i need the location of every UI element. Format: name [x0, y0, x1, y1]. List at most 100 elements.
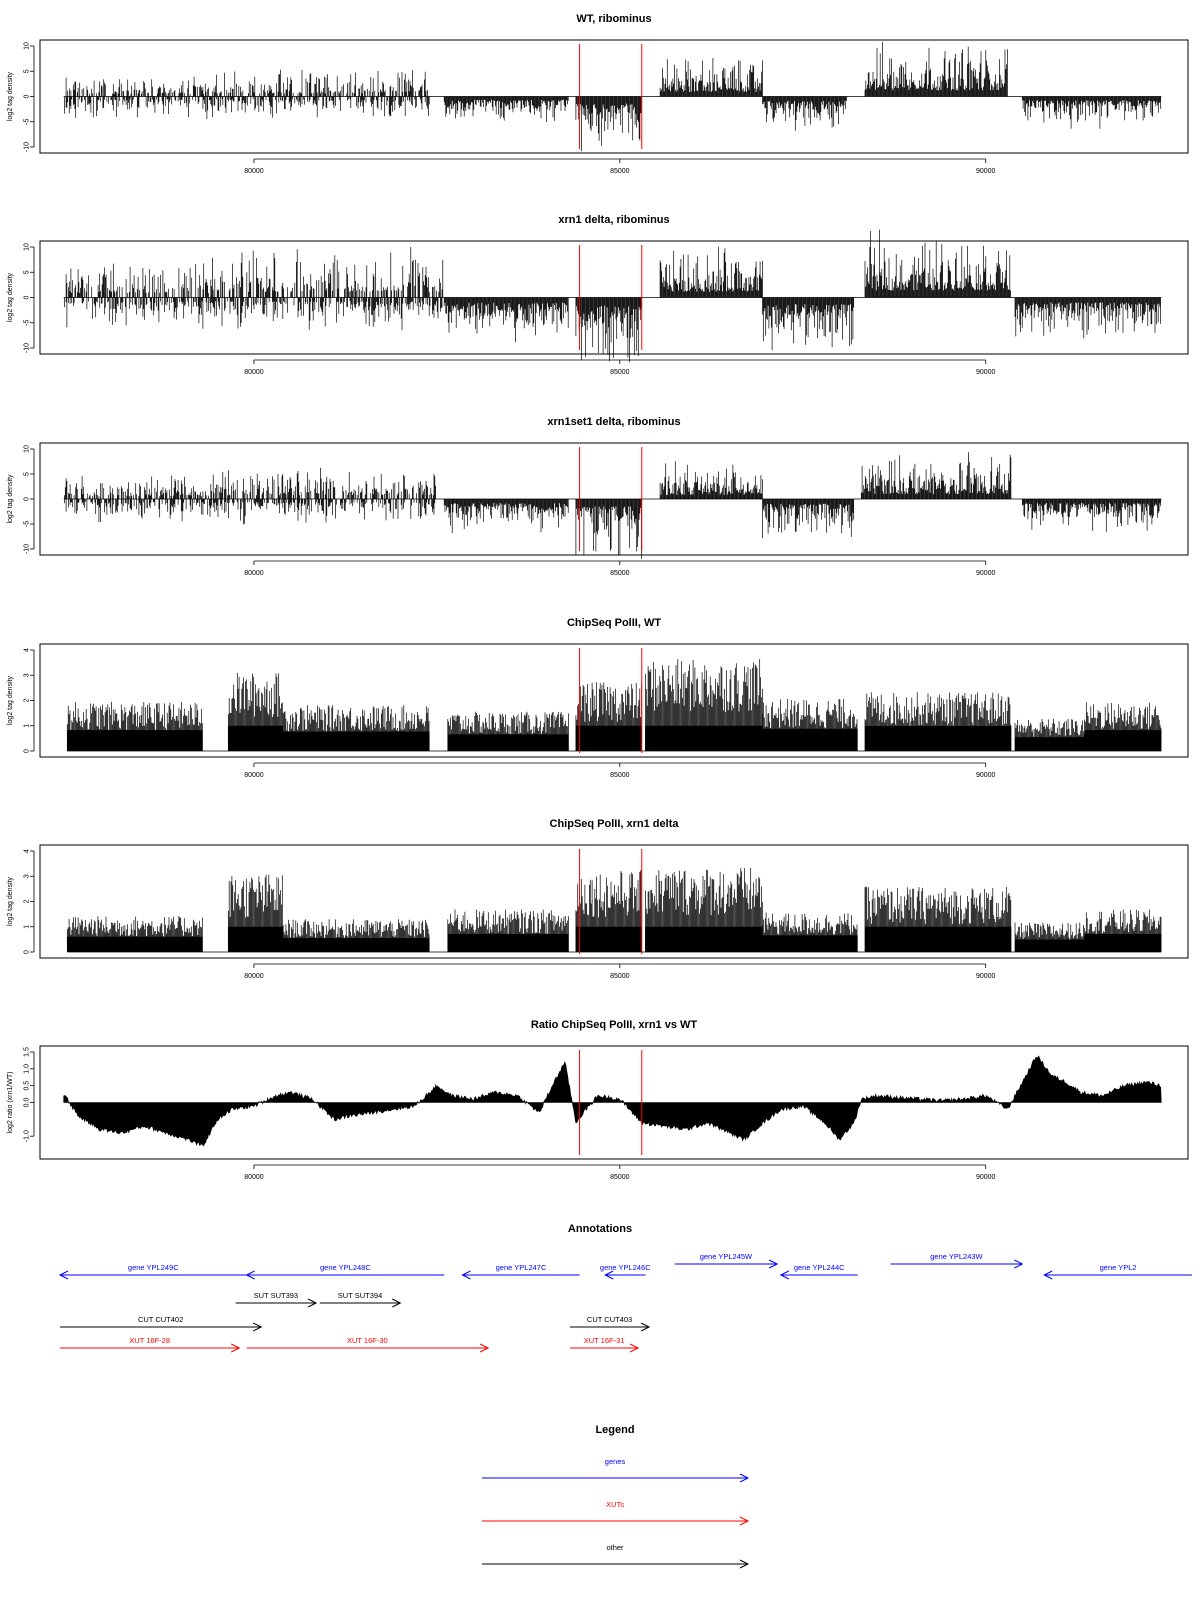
signal-segment	[443, 297, 569, 343]
annotation-feature: gene YPL245W	[674, 1252, 779, 1269]
chart-panel-6: Ratio ChipSeq PolII, xrn1 vs WT -1.0 0.0 0.…	[7, 1019, 1189, 1181]
signal-segment	[762, 699, 858, 751]
y-tick-label: 10	[24, 445, 31, 453]
signal-segment	[645, 867, 763, 952]
feature-arrowhead	[231, 1343, 241, 1353]
y-tick-label: 4	[24, 648, 31, 652]
feature-arrowhead	[245, 1270, 255, 1280]
feature-label: XUT 16F-31	[584, 1336, 625, 1345]
annotations-panel: Annotations gene YPL249C gene YPL248C gene …	[58, 1223, 1192, 1353]
x-tick-label: 80000	[244, 168, 264, 175]
feature-arrowhead	[779, 1270, 790, 1280]
feature-label: XUT 16F-30	[347, 1336, 388, 1345]
feature-label: CUT CUT403	[587, 1315, 632, 1324]
x-tick-label: 80000	[244, 369, 264, 376]
feature-label: gene YPL249C	[128, 1263, 179, 1272]
x-tick-label: 85000	[610, 168, 630, 175]
y-tick-label: 4	[24, 849, 31, 853]
y-axis-label: log2 tag density	[7, 474, 14, 524]
y-tick-label: 1.0	[24, 1064, 31, 1074]
signal-segment	[282, 919, 430, 952]
x-tick-label: 90000	[976, 772, 996, 779]
plot-frame	[39, 1045, 1189, 1160]
annotation-feature: gene YPL249C	[58, 1263, 247, 1280]
feature-arrowhead	[604, 1270, 614, 1280]
x-tick-label: 80000	[244, 772, 264, 779]
y-axis-label: log2 tag density	[7, 675, 14, 725]
chart-panel-1: WT, ribominus -10 -5 0 5 10 log2 tag density 80…	[7, 13, 1189, 175]
annotation-feature: CUT CUT403	[570, 1315, 651, 1332]
signal-segment	[1084, 909, 1162, 952]
signal-segment	[1014, 922, 1085, 952]
signal-segment	[864, 229, 1011, 298]
feature-label: gene YPL248C	[320, 1263, 371, 1272]
plot-frame	[39, 240, 1189, 355]
x-tick-label: 90000	[976, 570, 996, 577]
signal-segment	[64, 263, 209, 329]
y-axis-label: log2 ratio (xrn1/WT)	[7, 1072, 14, 1134]
plot-frame	[39, 442, 1189, 556]
plot-frame	[39, 39, 1189, 154]
signal-segment	[762, 912, 858, 952]
plot-frame	[39, 643, 1189, 758]
y-tick-label: 0	[24, 295, 31, 299]
x-tick-label: 90000	[976, 168, 996, 175]
legend-arrowhead	[739, 1473, 750, 1483]
chart-panel-2: xrn1 delta, ribominus -10 -5 0 5 10 log2 tag d…	[7, 214, 1189, 376]
feature-arrowhead	[479, 1343, 490, 1353]
annotation-feature: XUT 16F-30	[246, 1336, 490, 1353]
chart-panel-3: xrn1set1 delta, ribominus -10 -5 0 5 10 log2 t…	[7, 416, 1189, 577]
feature-arrowhead	[640, 1322, 651, 1332]
signal-segment	[447, 909, 569, 952]
x-tick-label: 90000	[976, 1174, 996, 1181]
annotation-feature: gene YPL246C	[600, 1263, 651, 1280]
feature-arrowhead	[392, 1298, 402, 1308]
x-tick-label: 85000	[610, 772, 630, 779]
legend-item: genes	[482, 1457, 750, 1483]
feature-arrowhead	[629, 1343, 640, 1353]
annotation-feature: gene YPL2	[1043, 1263, 1192, 1280]
annotation-feature: XUT 16F-28	[60, 1336, 241, 1353]
annotation-feature: gene YPL247C	[461, 1263, 580, 1280]
signal-segment	[659, 461, 763, 499]
signal-segment	[1021, 499, 1162, 532]
feature-arrowhead	[1043, 1270, 1053, 1280]
data-marks	[63, 41, 1162, 152]
annotation-feature: SUT SUT394	[319, 1291, 402, 1308]
signal-segment	[659, 58, 763, 97]
signal-segment	[66, 701, 203, 751]
panel-title: xrn1set1 delta, ribominus	[547, 416, 680, 428]
signal-segment	[762, 499, 855, 539]
signal-segment	[864, 886, 1012, 952]
signal-segment	[575, 96, 642, 152]
legend-label: XUTs	[606, 1500, 624, 1509]
y-tick-label: 3	[24, 874, 31, 878]
y-tick-label: 1	[24, 724, 31, 728]
y-tick-label: -10	[24, 343, 31, 353]
y-tick-label: 10	[24, 42, 31, 50]
data-marks	[66, 867, 1162, 953]
y-tick-label: -10	[24, 142, 31, 152]
legend-arrowhead	[739, 1559, 750, 1569]
signal-segment	[1084, 702, 1162, 751]
legend-item: XUTs	[482, 1500, 750, 1526]
y-tick-label: 10	[24, 243, 31, 251]
panel-title: xrn1 delta, ribominus	[558, 214, 669, 226]
x-tick-label: 85000	[610, 1174, 630, 1181]
annotation-feature: gene YPL243W	[890, 1252, 1024, 1269]
annotation-feature: XUT 16F-31	[570, 1336, 640, 1353]
feature-arrowhead	[307, 1298, 318, 1308]
y-tick-label: 5	[24, 69, 31, 73]
panel-title: Ratio ChipSeq PolII, xrn1 vs WT	[531, 1019, 698, 1031]
signal-segment	[860, 452, 1012, 499]
data-marks	[66, 659, 1162, 752]
legend-item: other	[482, 1543, 750, 1569]
signal-segment	[64, 76, 210, 120]
y-tick-label: 2	[24, 698, 31, 702]
chart-panel-5: ChipSeq PolII, xrn1 delta 0 1 2 3 4 log2 tag d…	[7, 818, 1189, 980]
y-tick-label: 0	[24, 94, 31, 98]
signal-segment	[575, 682, 642, 751]
signal-segment	[1014, 297, 1161, 339]
y-tick-label: 0	[24, 497, 31, 501]
